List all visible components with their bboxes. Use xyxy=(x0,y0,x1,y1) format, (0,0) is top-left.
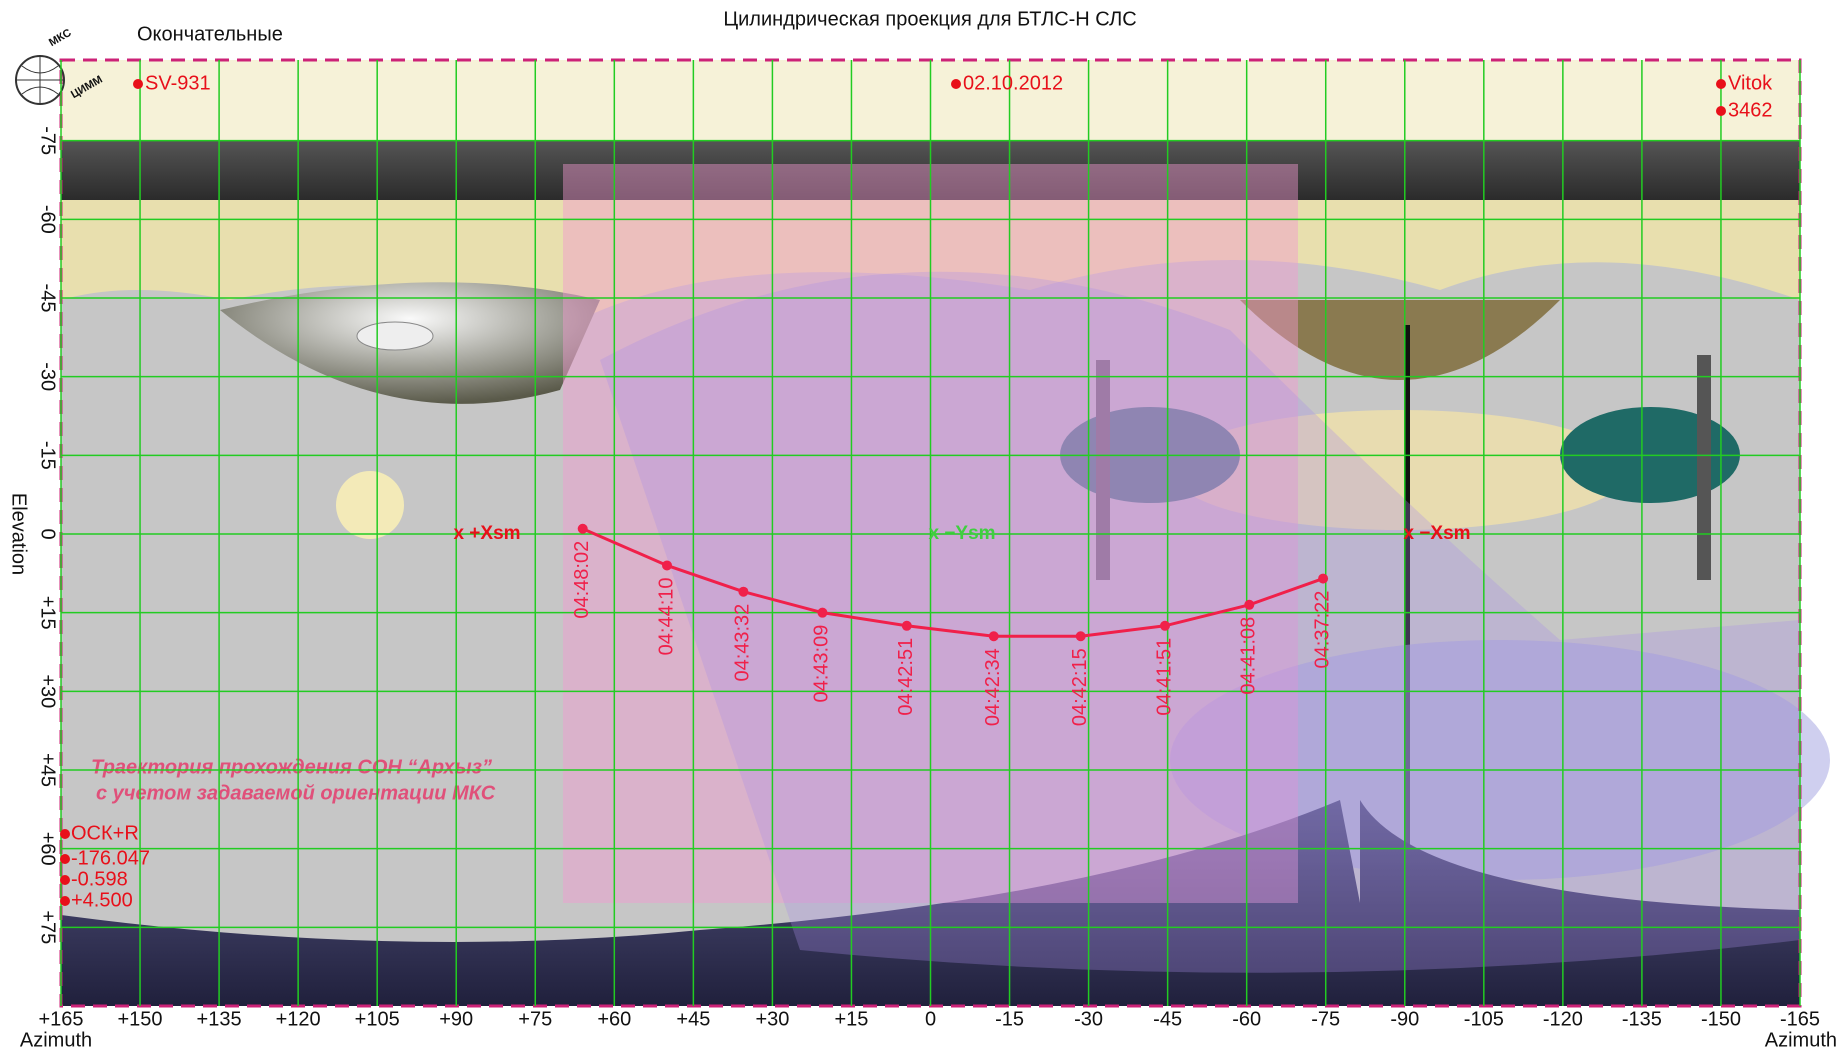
point xyxy=(988,631,999,642)
trajectory xyxy=(582,527,1324,638)
param-dot xyxy=(60,875,70,885)
point xyxy=(901,620,912,631)
x-tick-label: +150 xyxy=(118,1008,163,1030)
chart-title: Цилиндрическая проекция для БТЛС-Н СЛС xyxy=(723,8,1136,30)
y-tick-label: 0 xyxy=(37,528,59,539)
point-label: 04:42:34 xyxy=(982,648,1004,726)
subtitle: Окончательные xyxy=(137,23,283,45)
x-tick-label: -105 xyxy=(1464,1008,1504,1030)
y-axis-label: Elevation xyxy=(8,493,30,575)
info-dot xyxy=(1716,106,1726,116)
point-label: 04:42:51 xyxy=(895,638,917,716)
x-tick-label: +90 xyxy=(439,1008,473,1030)
caption: с учетом задаваемой ориентации МКС xyxy=(96,782,496,804)
param-dot xyxy=(60,854,70,864)
x-axis-label: Azimuth xyxy=(1765,1029,1837,1051)
x-tick-label: -90 xyxy=(1390,1008,1419,1030)
x-tick-label: +60 xyxy=(597,1008,631,1030)
x-tick-label: -135 xyxy=(1622,1008,1662,1030)
param-dot xyxy=(60,896,70,906)
y-tick-label: +75 xyxy=(37,910,59,944)
x-tick-label: -60 xyxy=(1232,1008,1261,1030)
point xyxy=(817,607,828,618)
x-tick-label: -75 xyxy=(1311,1008,1340,1030)
param-label: +4.500 xyxy=(71,889,133,911)
info-label: 02.10.2012 xyxy=(963,72,1063,94)
point-label: 04:43:09 xyxy=(811,625,833,703)
point-label: 04:48:02 xyxy=(571,541,593,619)
point xyxy=(662,560,673,571)
param-label: -0.598 xyxy=(71,868,128,890)
x-tick-label: 0 xyxy=(925,1008,936,1030)
grid xyxy=(60,60,1801,1006)
point-label: 04:41:08 xyxy=(1238,617,1260,695)
x-tick-label: +120 xyxy=(276,1008,321,1030)
x-tick-label: +30 xyxy=(755,1008,789,1030)
x-tick-label: +135 xyxy=(197,1008,242,1030)
x-tick-label: -150 xyxy=(1701,1008,1741,1030)
y-tick-label: +45 xyxy=(37,753,59,787)
annotation: x +Xsm xyxy=(453,523,520,544)
x-tick-label: +165 xyxy=(38,1008,83,1030)
info-label: 3462 xyxy=(1728,99,1773,121)
point-label: 04:37:22 xyxy=(1311,591,1333,669)
y-tick-label: +15 xyxy=(37,596,59,630)
x-tick-label: +105 xyxy=(355,1008,400,1030)
point-label: 04:43:32 xyxy=(732,604,754,682)
point xyxy=(1075,631,1086,642)
point xyxy=(1244,599,1255,610)
x-tick-label: +75 xyxy=(518,1008,552,1030)
param-dot xyxy=(60,829,70,839)
annotation: x −Ysm xyxy=(928,523,995,544)
caption: Траектория прохождения СОН “Архыз” xyxy=(91,756,492,778)
info-dot xyxy=(1716,79,1726,89)
y-tick-label: +30 xyxy=(37,674,59,708)
x-tick-label: +45 xyxy=(676,1008,710,1030)
annotation: x −Xsm xyxy=(1403,523,1470,544)
x-tick-label: -45 xyxy=(1153,1008,1182,1030)
x-axis-label: Azimuth xyxy=(20,1029,92,1051)
x-tick-label: -120 xyxy=(1543,1008,1583,1030)
x-tick-label: -15 xyxy=(995,1008,1024,1030)
info-label: SV-931 xyxy=(145,72,211,94)
point-label: 04:42:15 xyxy=(1069,648,1091,726)
y-tick-label: -15 xyxy=(37,441,59,470)
y-tick-label: +60 xyxy=(37,832,59,866)
point-label: 04:44:10 xyxy=(655,577,677,655)
x-tick-label: -30 xyxy=(1074,1008,1103,1030)
param-label: ОСК+R xyxy=(71,822,139,844)
y-tick-label: -45 xyxy=(37,284,59,313)
point xyxy=(1318,573,1329,584)
x-tick-label: -165 xyxy=(1780,1008,1820,1030)
param-label: -176.047 xyxy=(71,847,150,869)
info-label: Vitok xyxy=(1728,72,1773,94)
y-tick-label: -60 xyxy=(37,205,59,234)
point xyxy=(577,523,588,534)
y-tick-label: -30 xyxy=(37,362,59,391)
info-dot xyxy=(133,79,143,89)
point xyxy=(738,586,749,597)
point-label: 04:41:51 xyxy=(1153,638,1175,716)
logo-text: МКС xyxy=(47,27,74,49)
y-tick-label: -75 xyxy=(37,126,59,155)
x-tick-label: +15 xyxy=(834,1008,868,1030)
info-dot xyxy=(951,79,961,89)
point xyxy=(1160,620,1171,631)
